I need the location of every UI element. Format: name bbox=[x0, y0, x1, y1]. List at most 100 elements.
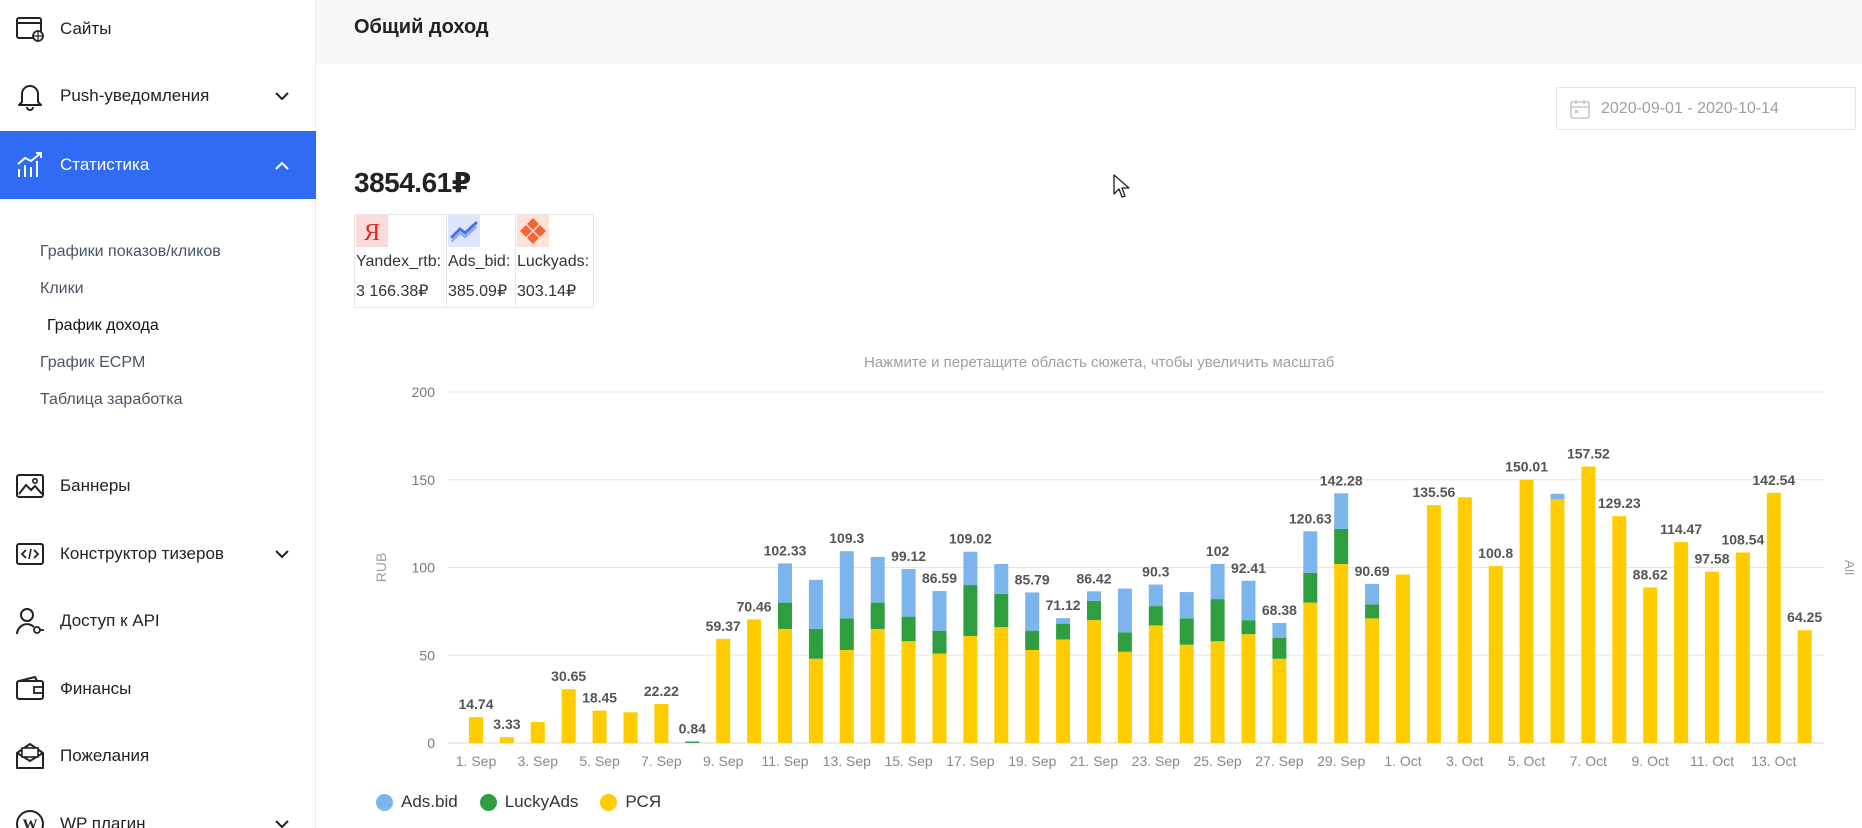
sidebar-item-push[interactable]: Push-уведомления bbox=[0, 62, 316, 130]
bar-total-label: 71.12 bbox=[1046, 597, 1081, 613]
bar-segment bbox=[1179, 592, 1194, 619]
bar-segment bbox=[1581, 466, 1596, 743]
total-income: 3854.61₽ bbox=[354, 167, 471, 198]
sidebar-subitem-income-chart[interactable]: График дохода bbox=[47, 317, 159, 334]
sidebar-subitem-earnings-table[interactable]: Таблица заработка bbox=[40, 391, 183, 408]
bar-segment bbox=[778, 563, 792, 603]
bar-segment bbox=[592, 710, 607, 743]
sidebar-subitem-ecpm[interactable]: График ECPM bbox=[40, 354, 146, 371]
legend-marker-icon bbox=[479, 793, 497, 811]
bar-segment bbox=[1241, 620, 1256, 635]
legend-label: LuckyAds bbox=[504, 792, 579, 811]
x-tick-label: 7. Oct bbox=[1570, 753, 1607, 769]
y-axis-label: RUB bbox=[373, 553, 389, 583]
bar-segment bbox=[1303, 572, 1318, 603]
bar-segment bbox=[994, 593, 1009, 628]
bar-segment bbox=[1087, 600, 1101, 621]
bar-segment bbox=[870, 602, 885, 629]
legend-item[interactable]: Ads.bid bbox=[376, 792, 458, 812]
x-tick-label: 15. Sep bbox=[884, 753, 932, 769]
sidebar-subitem-impressions[interactable]: Графики показов/кликов bbox=[40, 243, 221, 260]
date-range-input[interactable] bbox=[1601, 99, 1831, 118]
bar-segment bbox=[1705, 571, 1719, 743]
user-key-icon bbox=[14, 605, 46, 637]
y-tick-label: 0 bbox=[427, 735, 435, 751]
bar-segment bbox=[1550, 499, 1565, 743]
bar-segment bbox=[808, 579, 823, 629]
bar-total-label: 129.23 bbox=[1598, 495, 1641, 511]
bar-segment bbox=[839, 551, 854, 619]
bar-segment bbox=[994, 563, 1009, 594]
bar-total-label: 22.22 bbox=[644, 683, 679, 699]
bar-segment bbox=[1056, 639, 1071, 743]
bar-total-label: 109.02 bbox=[949, 531, 992, 547]
sidebar-item-wishes[interactable]: Пожелания bbox=[0, 722, 316, 790]
x-tick-label: 21. Sep bbox=[1070, 753, 1118, 769]
bar-segment bbox=[1334, 528, 1349, 564]
x-tick-label: 9. Sep bbox=[703, 753, 744, 769]
bar-segment bbox=[1643, 587, 1658, 743]
bar-total-label: 157.52 bbox=[1567, 446, 1610, 462]
legend-item[interactable]: РСЯ bbox=[600, 792, 661, 812]
sidebar: Сайты Push-уведомления Статистика График… bbox=[0, 0, 316, 828]
bar-segment bbox=[1272, 658, 1287, 743]
date-range-picker[interactable] bbox=[1556, 87, 1856, 130]
bar-segment bbox=[1179, 644, 1194, 743]
page-title: Общий доход bbox=[354, 16, 489, 38]
chevron-down-icon[interactable] bbox=[272, 86, 292, 106]
sidebar-item-label: Статистика bbox=[60, 155, 150, 174]
sidebar-item-wp-plugin[interactable]: W WP плагин bbox=[0, 790, 316, 828]
bar-segment bbox=[839, 618, 854, 650]
bar-total-label: 68.38 bbox=[1262, 602, 1297, 618]
calendar-icon bbox=[1569, 98, 1591, 120]
bar-segment bbox=[870, 556, 885, 603]
sidebar-item-finance[interactable]: Финансы bbox=[0, 655, 316, 723]
source-value: 3 166.38₽ bbox=[356, 283, 429, 300]
sidebar-item-banners[interactable]: Баннеры bbox=[0, 452, 316, 520]
bar-total-label: 102.33 bbox=[764, 542, 807, 558]
chevron-up-icon[interactable] bbox=[272, 155, 292, 175]
bar-segment bbox=[778, 628, 792, 743]
sidebar-item-sites[interactable]: Сайты bbox=[0, 0, 316, 63]
sidebar-item-api[interactable]: Доступ к API bbox=[0, 587, 316, 655]
chart-legend: Ads.bid LuckyAds РСЯ bbox=[376, 792, 661, 812]
sidebar-subitem-clicks[interactable]: Клики bbox=[40, 280, 84, 297]
x-tick-label: 13. Sep bbox=[823, 753, 871, 769]
bar-segment bbox=[1025, 592, 1040, 631]
bar-total-label: 86.42 bbox=[1076, 570, 1111, 586]
bar-segment bbox=[1735, 552, 1750, 743]
bar-total-label: 0.84 bbox=[679, 721, 706, 737]
x-tick-label: 1. Sep bbox=[456, 753, 497, 769]
bar-total-label: 114.47 bbox=[1660, 521, 1702, 537]
bar-segment bbox=[1674, 542, 1689, 743]
bar-segment bbox=[1334, 563, 1349, 743]
bar-total-label: 85.79 bbox=[1015, 571, 1050, 587]
sidebar-item-label: Финансы bbox=[60, 679, 132, 698]
bar-total-label: 102 bbox=[1206, 543, 1230, 559]
bar-segment bbox=[870, 628, 885, 743]
legend-item[interactable]: LuckyAds bbox=[479, 792, 579, 812]
sidebar-item-teaser-builder[interactable]: Конструктор тизеров bbox=[0, 520, 316, 588]
bar-total-label: 86.59 bbox=[922, 570, 957, 586]
bar-segment bbox=[932, 653, 947, 743]
chevron-down-icon[interactable] bbox=[272, 544, 292, 564]
bar-segment bbox=[808, 658, 823, 743]
header-bar bbox=[316, 0, 1862, 64]
bar-segment bbox=[1241, 634, 1256, 743]
bar-total-label: 14.74 bbox=[458, 696, 493, 712]
bar-total-label: 88.62 bbox=[1633, 566, 1668, 582]
sidebar-item-label: WP плагин bbox=[60, 814, 146, 828]
chevron-down-icon[interactable] bbox=[272, 814, 292, 828]
income-stacked-bar-chart[interactable]: 0 50 100 150 200 RUB All 14.743.33 30.65 18.45 22.… bbox=[354, 370, 1854, 780]
bar-segment bbox=[1334, 493, 1349, 529]
svg-text:W: W bbox=[23, 817, 38, 828]
bar-segment bbox=[901, 616, 916, 642]
bar-segment bbox=[1117, 588, 1132, 633]
legend-marker-icon bbox=[600, 793, 618, 811]
bar-segment bbox=[963, 635, 978, 743]
sidebar-item-stats[interactable]: Статистика bbox=[0, 131, 316, 199]
source-name: Ads_bid: bbox=[448, 253, 511, 270]
bar-segment bbox=[1025, 630, 1040, 650]
bar-segment bbox=[561, 689, 576, 743]
bar-segment bbox=[1519, 479, 1534, 743]
